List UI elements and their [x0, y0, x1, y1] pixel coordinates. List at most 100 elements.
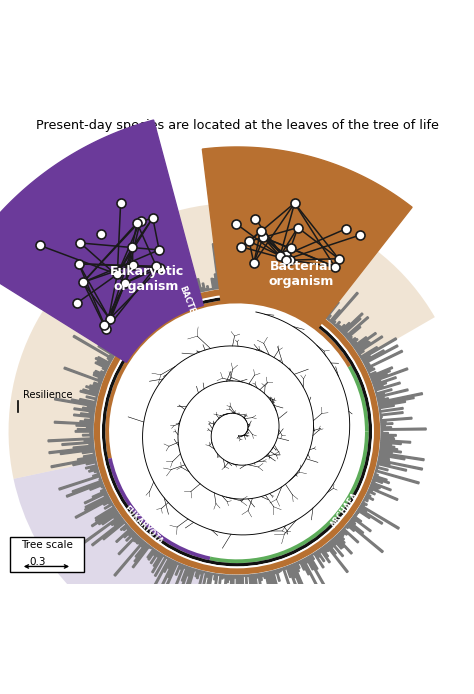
Polygon shape [350, 338, 356, 343]
Polygon shape [158, 562, 178, 604]
Text: ARCHAEA: ARCHAEA [329, 491, 361, 529]
Polygon shape [338, 534, 345, 540]
Polygon shape [378, 462, 390, 465]
Polygon shape [93, 452, 95, 454]
Polygon shape [380, 449, 401, 453]
Polygon shape [381, 423, 393, 425]
Polygon shape [378, 458, 390, 462]
Polygon shape [214, 274, 218, 289]
Polygon shape [166, 557, 168, 559]
Polygon shape [101, 339, 118, 352]
Polygon shape [173, 567, 190, 610]
Polygon shape [369, 372, 376, 375]
Polygon shape [277, 569, 280, 573]
Polygon shape [90, 484, 103, 490]
Polygon shape [351, 339, 358, 344]
Polygon shape [166, 303, 168, 305]
Polygon shape [381, 436, 394, 438]
Polygon shape [372, 480, 375, 483]
Polygon shape [91, 436, 93, 438]
Polygon shape [281, 568, 283, 570]
Polygon shape [123, 525, 129, 531]
Polygon shape [223, 280, 225, 288]
Polygon shape [375, 470, 419, 484]
Polygon shape [197, 570, 200, 579]
Polygon shape [356, 341, 368, 350]
Polygon shape [260, 280, 263, 289]
Polygon shape [380, 416, 382, 418]
Polygon shape [218, 574, 219, 575]
Polygon shape [85, 465, 97, 469]
Polygon shape [291, 564, 303, 591]
Text: Eukaryotic
organism: Eukaryotic organism [109, 264, 183, 293]
Polygon shape [258, 280, 261, 289]
Polygon shape [256, 574, 258, 578]
Polygon shape [377, 465, 378, 466]
Text: Bacterial
organism: Bacterial organism [268, 260, 334, 289]
Polygon shape [100, 489, 105, 492]
Polygon shape [244, 575, 245, 576]
Polygon shape [103, 487, 105, 489]
Polygon shape [102, 367, 107, 371]
Polygon shape [224, 269, 227, 288]
Polygon shape [381, 431, 383, 432]
Polygon shape [361, 338, 397, 359]
Polygon shape [120, 524, 128, 530]
Polygon shape [168, 560, 173, 568]
Polygon shape [274, 570, 276, 574]
Polygon shape [114, 541, 144, 576]
Polygon shape [343, 528, 359, 543]
Polygon shape [204, 572, 205, 573]
Polygon shape [198, 571, 204, 589]
Wedge shape [102, 296, 372, 566]
Polygon shape [381, 427, 392, 428]
Polygon shape [365, 364, 370, 367]
Polygon shape [157, 552, 160, 557]
Polygon shape [255, 574, 259, 599]
Polygon shape [92, 308, 128, 339]
Polygon shape [304, 558, 308, 563]
Polygon shape [90, 432, 93, 434]
Polygon shape [347, 336, 352, 340]
Polygon shape [80, 398, 96, 403]
Polygon shape [146, 285, 162, 309]
Polygon shape [147, 548, 155, 558]
Polygon shape [168, 561, 176, 577]
Polygon shape [323, 309, 328, 316]
Polygon shape [337, 325, 340, 328]
Polygon shape [201, 287, 204, 291]
Polygon shape [379, 400, 406, 407]
Polygon shape [366, 350, 402, 369]
Polygon shape [372, 373, 387, 381]
Polygon shape [326, 544, 348, 573]
Polygon shape [314, 305, 318, 310]
Polygon shape [264, 246, 273, 290]
Polygon shape [107, 357, 112, 361]
Polygon shape [149, 304, 156, 313]
Polygon shape [343, 318, 361, 335]
Polygon shape [381, 425, 385, 427]
Polygon shape [371, 370, 390, 379]
Polygon shape [134, 324, 137, 328]
Polygon shape [126, 335, 129, 337]
Polygon shape [114, 329, 127, 340]
Polygon shape [367, 367, 373, 371]
Polygon shape [290, 260, 306, 298]
Polygon shape [146, 313, 150, 317]
Polygon shape [83, 516, 121, 543]
Polygon shape [351, 518, 356, 523]
Polygon shape [332, 321, 336, 324]
Polygon shape [381, 443, 392, 446]
Polygon shape [97, 472, 99, 473]
Polygon shape [141, 542, 146, 548]
Polygon shape [89, 412, 94, 414]
Polygon shape [86, 386, 99, 391]
Polygon shape [357, 509, 370, 518]
Polygon shape [64, 367, 102, 382]
Polygon shape [95, 362, 108, 369]
Polygon shape [238, 575, 240, 593]
Polygon shape [356, 511, 359, 514]
Polygon shape [352, 341, 357, 346]
Polygon shape [182, 566, 188, 581]
Polygon shape [73, 414, 94, 418]
